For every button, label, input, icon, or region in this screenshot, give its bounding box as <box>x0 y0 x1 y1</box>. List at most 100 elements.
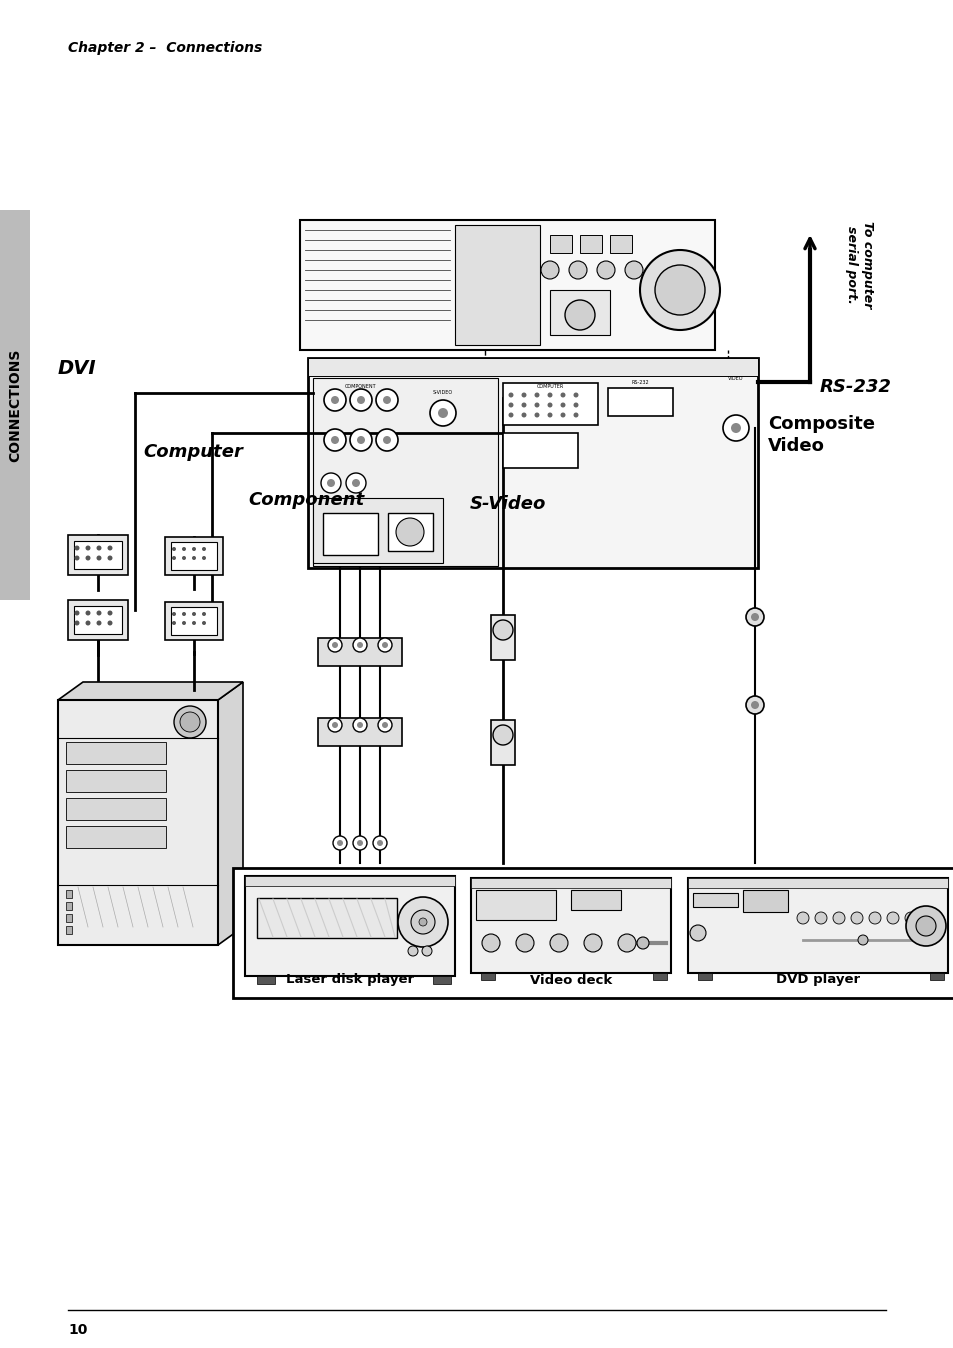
Text: S-Video: S-Video <box>470 495 546 514</box>
Bar <box>74 607 122 634</box>
Bar <box>317 718 401 745</box>
Bar <box>388 514 433 551</box>
Bar <box>929 973 943 980</box>
Circle shape <box>564 301 595 330</box>
Circle shape <box>356 840 363 847</box>
Bar <box>68 600 128 640</box>
Text: Laser disk player: Laser disk player <box>286 973 414 987</box>
Circle shape <box>350 390 372 411</box>
Circle shape <box>905 906 945 946</box>
Bar <box>609 235 631 253</box>
Circle shape <box>352 479 359 487</box>
Circle shape <box>560 392 565 398</box>
Circle shape <box>655 266 704 315</box>
Circle shape <box>904 913 916 923</box>
Bar <box>165 537 223 576</box>
Circle shape <box>192 612 195 616</box>
Bar <box>491 720 515 766</box>
Text: 10: 10 <box>68 1322 88 1337</box>
Bar <box>471 878 670 888</box>
Circle shape <box>74 546 79 550</box>
Circle shape <box>173 706 206 737</box>
Circle shape <box>534 412 539 418</box>
Circle shape <box>597 262 615 279</box>
Bar <box>607 388 672 417</box>
Circle shape <box>202 612 206 616</box>
Circle shape <box>547 412 552 418</box>
Bar <box>66 770 166 793</box>
Bar <box>245 876 455 886</box>
Bar <box>692 892 738 907</box>
Circle shape <box>583 934 601 952</box>
Circle shape <box>408 946 417 956</box>
Circle shape <box>202 555 206 559</box>
Text: COMPUTER: COMPUTER <box>536 383 563 388</box>
Circle shape <box>430 400 456 426</box>
Text: RS-232: RS-232 <box>631 380 648 386</box>
Bar <box>579 235 601 253</box>
Circle shape <box>516 934 534 952</box>
Circle shape <box>850 913 862 923</box>
Circle shape <box>192 555 195 559</box>
Circle shape <box>886 913 898 923</box>
Circle shape <box>172 612 175 616</box>
Circle shape <box>857 936 867 945</box>
Circle shape <box>353 718 367 732</box>
Bar <box>233 868 953 998</box>
Circle shape <box>356 435 365 443</box>
Circle shape <box>568 262 586 279</box>
Circle shape <box>96 620 101 625</box>
Bar <box>66 926 71 934</box>
Circle shape <box>376 840 382 847</box>
Bar <box>171 542 216 570</box>
Bar <box>476 890 556 919</box>
Circle shape <box>202 621 206 625</box>
Bar <box>308 359 758 376</box>
Polygon shape <box>58 682 243 700</box>
Circle shape <box>547 392 552 398</box>
Circle shape <box>96 611 101 616</box>
Circle shape <box>353 836 367 851</box>
Circle shape <box>182 547 186 551</box>
Circle shape <box>395 518 423 546</box>
Bar <box>58 700 218 945</box>
Circle shape <box>750 613 759 621</box>
Circle shape <box>375 429 397 452</box>
Circle shape <box>868 913 880 923</box>
Circle shape <box>356 723 363 728</box>
Circle shape <box>377 638 392 652</box>
Circle shape <box>373 836 387 851</box>
Bar <box>171 607 216 635</box>
Circle shape <box>332 642 337 648</box>
Circle shape <box>336 840 343 847</box>
Bar <box>317 638 401 666</box>
Bar <box>308 359 758 568</box>
Circle shape <box>346 473 366 493</box>
Circle shape <box>328 718 341 732</box>
Circle shape <box>182 555 186 559</box>
Circle shape <box>74 611 79 616</box>
Circle shape <box>547 403 552 407</box>
Circle shape <box>192 547 195 551</box>
Bar <box>502 433 578 468</box>
Circle shape <box>74 620 79 625</box>
Circle shape <box>421 946 432 956</box>
Circle shape <box>550 934 567 952</box>
Circle shape <box>96 546 101 550</box>
Circle shape <box>377 718 392 732</box>
Circle shape <box>573 412 578 418</box>
Circle shape <box>796 913 808 923</box>
Circle shape <box>521 392 526 398</box>
Circle shape <box>418 918 427 926</box>
Text: Video deck: Video deck <box>529 973 612 987</box>
Circle shape <box>437 408 448 418</box>
Circle shape <box>356 396 365 404</box>
Circle shape <box>331 396 338 404</box>
Bar <box>433 976 451 984</box>
Circle shape <box>86 555 91 561</box>
Circle shape <box>573 392 578 398</box>
Circle shape <box>86 611 91 616</box>
Circle shape <box>332 723 337 728</box>
Circle shape <box>375 390 397 411</box>
Bar <box>571 890 620 910</box>
